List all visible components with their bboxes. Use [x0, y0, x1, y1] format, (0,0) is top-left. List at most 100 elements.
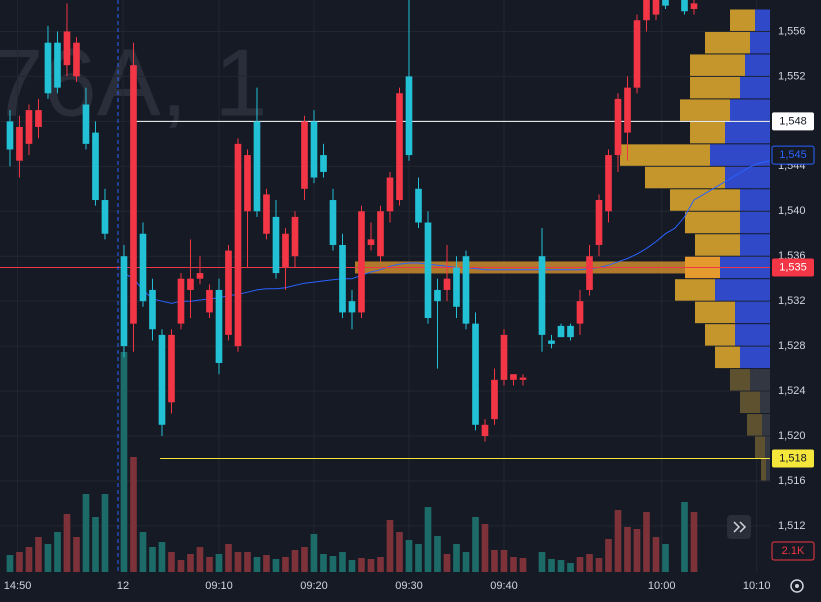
volume-bar [44, 544, 52, 572]
volume-bar [6, 555, 14, 572]
profile-down [735, 324, 770, 346]
volume-bar [519, 558, 527, 572]
candle-body [6, 121, 14, 150]
volume-bar [244, 552, 251, 572]
volume-bar [358, 558, 365, 572]
volume-bar [130, 457, 137, 572]
profile-down [740, 234, 770, 256]
profile-down [750, 31, 770, 54]
profile-down [765, 436, 770, 458]
candle-body [35, 110, 42, 127]
candle-body [63, 31, 71, 66]
candle-body [130, 65, 137, 324]
volume-bar [139, 532, 147, 572]
x-tick-label: 10:10 [743, 580, 771, 592]
candle-body [443, 278, 451, 290]
candle-body [453, 267, 460, 307]
candles [6, 0, 698, 442]
candle-body [567, 325, 574, 338]
profile-down [745, 54, 770, 76]
candle-body [681, 0, 688, 12]
candle-body [206, 289, 213, 313]
volume-bar [339, 552, 346, 572]
candle-body [472, 323, 479, 425]
candle-body [576, 301, 584, 324]
y-tick-label: 1,524 [778, 385, 806, 397]
profile-down [740, 189, 770, 211]
candle-body [149, 289, 156, 330]
profile-up [620, 144, 710, 166]
price-label: 1,518 [779, 452, 807, 464]
profile-up [645, 166, 725, 189]
profile-down [740, 346, 770, 369]
volume-bar [605, 539, 612, 572]
volume-bar [282, 557, 289, 572]
profile-up [715, 346, 740, 369]
volume-bar [424, 507, 432, 572]
candle-body [462, 256, 470, 324]
candle-body [605, 155, 612, 212]
volume-label-box [771, 541, 815, 561]
volume-bar [548, 559, 555, 572]
candle-body [396, 93, 403, 201]
candle-body [54, 42, 61, 88]
volume-bar [557, 560, 565, 572]
volume-bar [481, 524, 489, 572]
volume-profile [620, 9, 770, 481]
price-label-box [772, 112, 814, 131]
volume-bar [405, 540, 413, 572]
volume-bar [63, 514, 71, 572]
volume-bar [434, 536, 441, 572]
profile-up [690, 76, 740, 99]
profile-up [730, 9, 755, 31]
volume-bar [187, 554, 194, 572]
candle-body [92, 132, 99, 201]
volume-bar [652, 537, 660, 572]
candle-body [244, 155, 251, 212]
candle-body [557, 325, 565, 338]
profile-up [680, 99, 730, 121]
candle-body [320, 155, 327, 172]
profile-down [740, 211, 770, 234]
candle-body [652, 0, 660, 15]
volume-bar [396, 532, 403, 572]
candle-body [690, 3, 698, 9]
profile-up [685, 211, 740, 234]
volume-bar [643, 512, 650, 572]
volume-bar [158, 542, 166, 572]
candle-body [415, 188, 422, 223]
price-label-box [772, 449, 814, 468]
candle-body [291, 216, 299, 257]
volume-bar [576, 557, 584, 572]
y-tick-label: 1,556 [778, 25, 806, 37]
y-tick-label: 1,512 [778, 520, 806, 532]
profile-up [690, 121, 725, 144]
profile-down [725, 121, 770, 144]
candle-body [16, 126, 23, 161]
volume-bar [491, 550, 498, 572]
scroll-button[interactable] [727, 515, 751, 539]
volume-bar [453, 544, 460, 572]
x-tick-label: 10:00 [648, 580, 676, 592]
profile-up [761, 458, 766, 481]
candle-body [491, 379, 498, 420]
profile-down [750, 369, 770, 391]
x-tick-label: 09:10 [205, 580, 233, 592]
volume-bar [329, 556, 337, 572]
profile-up [755, 436, 765, 458]
candle-body [215, 289, 223, 363]
profile-up [690, 54, 745, 76]
volume-bar [472, 517, 479, 572]
candle-body [168, 334, 175, 403]
x-tick-label: 14:50 [4, 580, 32, 592]
volume-pane [6, 352, 698, 572]
volume-bar [168, 552, 175, 572]
volume-bar [386, 520, 394, 572]
vwap-label: 1,545 [779, 149, 807, 161]
y-tick-label: 1,532 [778, 295, 806, 307]
settings-button[interactable] [790, 579, 804, 593]
profile-up [695, 301, 735, 324]
vwap-label-box [771, 145, 815, 165]
candle-body [120, 256, 128, 347]
